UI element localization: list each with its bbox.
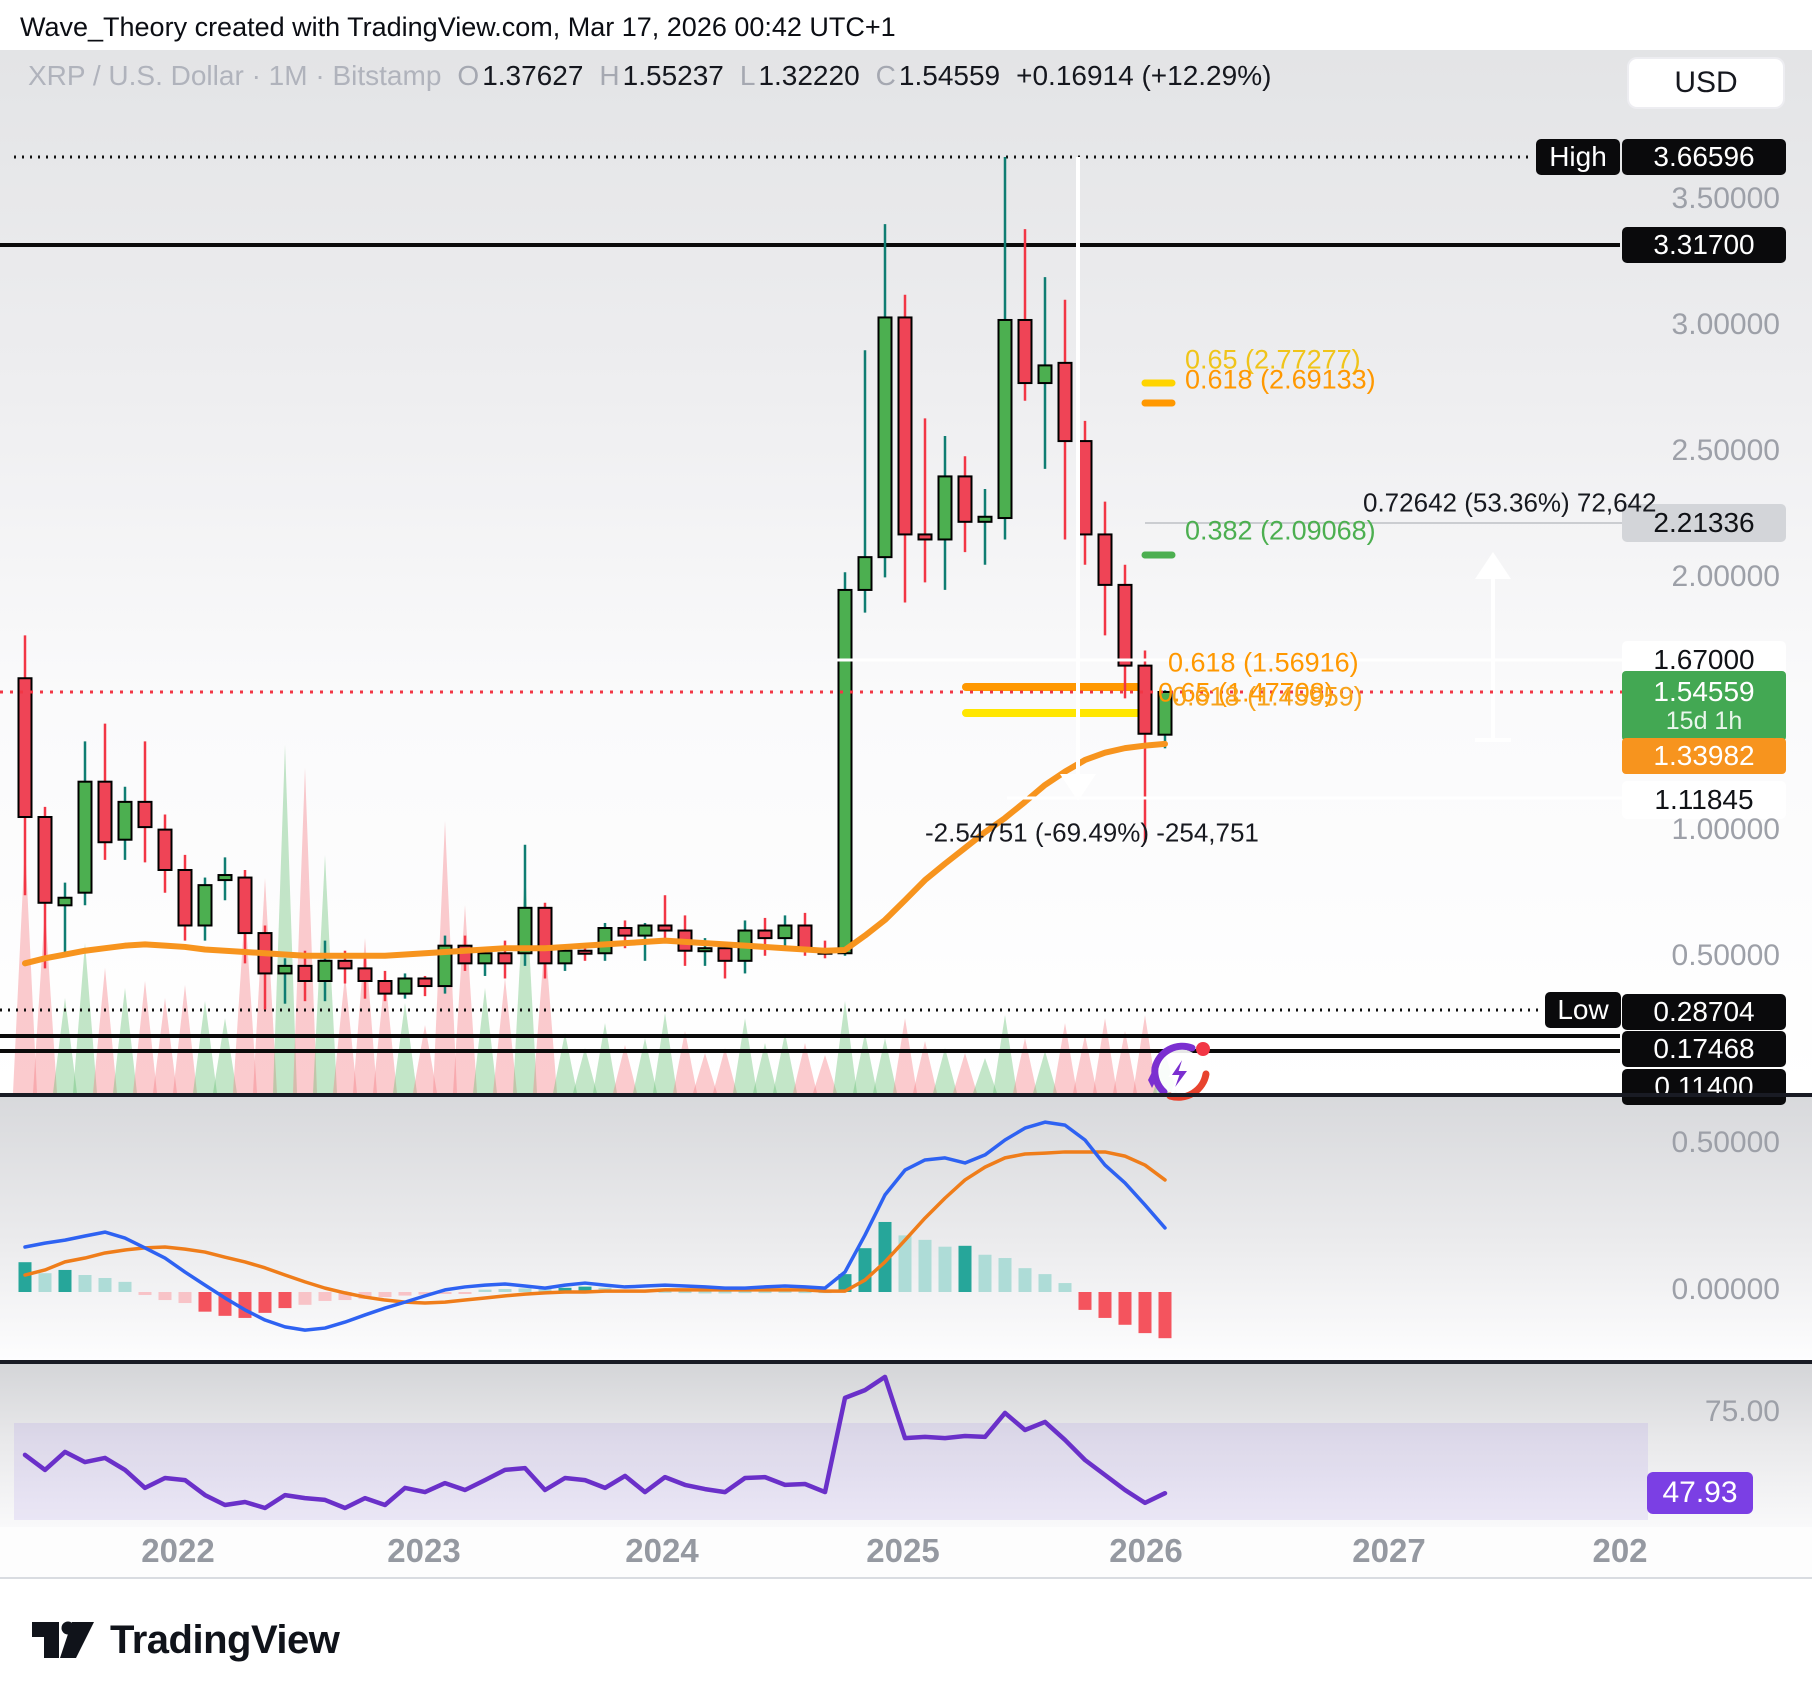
rsi-pane[interactable] <box>0 1364 1812 1527</box>
sticker-dot-icon <box>1196 1042 1210 1056</box>
fib-label-0618-lowest[interactable]: 0.618 (1.45959) <box>1172 681 1363 712</box>
high-badge-label: High <box>1536 139 1620 175</box>
price-axis-label: 3.00000 <box>1671 308 1780 341</box>
high-badge-value: 3.66596 <box>1622 139 1786 175</box>
footer-area <box>0 1579 1812 1704</box>
price-pane[interactable] <box>0 50 1812 1093</box>
year-label-2023: 2023 <box>387 1532 461 1569</box>
interval-label: 1M <box>268 60 308 91</box>
currency-toggle-button[interactable]: USD <box>1627 57 1785 109</box>
exchange-label: Bitstamp <box>332 60 442 91</box>
pane-separator[interactable] <box>0 1360 1812 1364</box>
year-label-2022: 2022 <box>141 1532 215 1569</box>
year-label-2028-clipped: 202 <box>1592 1532 1648 1569</box>
black-level-badge-331700: 3.31700 <box>1622 227 1786 263</box>
last-price-value: 1.54559 <box>1653 675 1755 707</box>
macd-pane[interactable] <box>0 1097 1812 1360</box>
year-label-2026: 2026 <box>1109 1532 1183 1569</box>
sticker-sparkle-icon <box>1148 1072 1156 1088</box>
symbol-title[interactable]: XRP / U.S. Dollar · 1M · Bitstamp <box>28 60 442 91</box>
ohlc-close: C 1.54559 <box>875 60 1001 91</box>
macd-axis-label: 0.00000 <box>1671 1273 1780 1306</box>
ma-value-badge: 1.33982 <box>1622 738 1786 774</box>
price-axis-label: 1.00000 <box>1671 813 1780 846</box>
attribution-text: Wave_Theory created with TradingView.com… <box>20 12 896 42</box>
fib-label-0618-lower[interactable]: 0.618 (1.56916) <box>1168 647 1359 678</box>
low-badge-value: 0.28704 <box>1622 994 1786 1030</box>
ohlc-high: H 1.55237 <box>599 60 724 91</box>
rsi-axis-label: 75.00 <box>1704 1395 1780 1428</box>
white-level-badge-111845: 1.11845 <box>1622 781 1786 819</box>
black-level-badge-017468: 0.17468 <box>1622 1031 1786 1067</box>
last-price-badge: 1.54559 15d 1h <box>1622 671 1786 741</box>
tradingview-logo[interactable]: TradingView <box>30 1614 340 1666</box>
symbol-legend: XRP / U.S. Dollar · 1M · Bitstamp O 1.376… <box>28 60 1271 92</box>
low-badge-label: Low <box>1545 992 1621 1028</box>
price-axis-label: 2.50000 <box>1671 434 1780 467</box>
tradingview-logo-icon <box>32 1621 94 1658</box>
sticker-arc-purple <box>1151 1042 1196 1096</box>
year-label-2024: 2024 <box>625 1532 699 1569</box>
price-axis-label: 3.50000 <box>1671 182 1780 215</box>
price-axis-label: 0.50000 <box>1671 939 1780 972</box>
time-axis[interactable] <box>0 1527 1812 1577</box>
chart-bottom-border <box>0 1577 1812 1579</box>
measure-down-text[interactable]: -2.54751 (-69.49%) -254,751 <box>925 817 1259 848</box>
price-axis-label: 2.00000 <box>1671 560 1780 593</box>
pane-separator[interactable] <box>0 1093 1812 1097</box>
ohlc-open: O 1.37627 <box>457 60 584 91</box>
year-label-2027: 2027 <box>1352 1532 1426 1569</box>
rsi-value-badge: 47.93 <box>1647 1472 1753 1514</box>
range-top-badge-221336: 2.21336 <box>1622 504 1786 542</box>
macd-axis-label: 0.50000 <box>1671 1126 1780 1159</box>
black-level-badge-011400: 0.11400 <box>1622 1069 1786 1105</box>
fib-label-0618-upper[interactable]: 0.618 (2.69133) <box>1185 364 1376 395</box>
bar-countdown: 15d 1h <box>1665 706 1743 735</box>
tradingview-logo-text: TradingView <box>110 1617 340 1662</box>
fib-label-065-upper[interactable]: 0.65 (2.77277) <box>1185 344 1361 375</box>
change-value: +0.16914 (+12.29%) <box>1016 60 1272 91</box>
year-label-2025: 2025 <box>866 1532 940 1569</box>
measure-up-text[interactable]: 0.72642 (53.36%) 72,642 <box>1363 487 1657 518</box>
fib-label-0382[interactable]: 0.382 (2.09068) <box>1185 515 1376 546</box>
ohlc-low: L 1.32220 <box>739 60 860 91</box>
